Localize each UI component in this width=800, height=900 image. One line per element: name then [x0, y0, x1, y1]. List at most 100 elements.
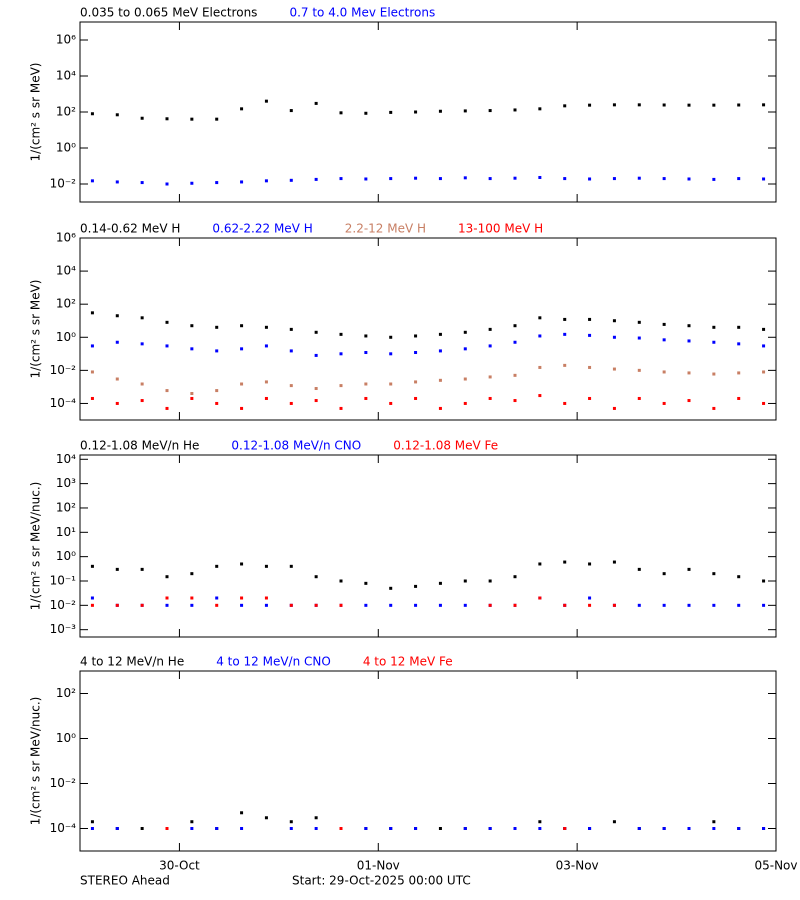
data-point [165, 117, 169, 121]
data-point [289, 827, 293, 830]
data-point [364, 334, 368, 338]
data-point [588, 317, 592, 321]
legend-label: 2.2-12 MeV H [345, 222, 426, 236]
data-point [314, 330, 318, 334]
data-point [588, 596, 592, 600]
data-point [339, 332, 343, 336]
data-point [339, 579, 343, 583]
data-point [240, 382, 244, 386]
data-point [438, 581, 442, 585]
data-point [190, 396, 194, 400]
data-point [364, 382, 368, 386]
data-point [538, 107, 542, 111]
data-point [140, 181, 144, 185]
data-point [190, 596, 194, 600]
data-point [563, 317, 567, 321]
data-point [240, 180, 244, 184]
x-tick-label: 03-Nov [556, 859, 599, 873]
data-point [414, 827, 418, 830]
data-point [364, 111, 368, 115]
data-point [662, 572, 666, 576]
plot-frame [79, 237, 777, 421]
data-point [339, 406, 343, 410]
data-point [637, 103, 641, 107]
data-point [389, 110, 393, 114]
y-tick-label: 10⁻⁴ [50, 396, 77, 410]
data-point [712, 177, 716, 181]
data-point [364, 396, 368, 400]
data-point [438, 109, 442, 113]
data-point [588, 177, 592, 181]
data-point [488, 603, 492, 607]
data-point [687, 567, 691, 571]
data-point [215, 117, 219, 121]
data-point [140, 316, 144, 320]
data-point [215, 564, 219, 568]
data-point [737, 177, 741, 181]
data-point [115, 567, 119, 571]
legend-label: 0.7 to 4.0 Mev Electrons [289, 6, 435, 20]
data-point [289, 603, 293, 607]
y-tick-label: 10⁴ [56, 264, 76, 278]
y-tick-label: 10⁰ [56, 141, 76, 155]
data-point [637, 827, 641, 830]
data-point [140, 382, 144, 386]
data-point [264, 816, 268, 820]
data-point [190, 324, 194, 328]
data-point [314, 177, 318, 181]
data-point [687, 324, 691, 328]
data-point [612, 367, 616, 371]
data-point [612, 335, 616, 339]
data-point [165, 182, 169, 186]
data-point [364, 177, 368, 181]
data-point [389, 382, 393, 386]
data-point [488, 827, 492, 830]
data-point [712, 820, 716, 824]
data-point [90, 603, 94, 607]
data-point [438, 177, 442, 181]
data-point [190, 820, 194, 824]
data-point [637, 320, 641, 324]
data-point [215, 603, 219, 607]
data-point [612, 820, 616, 824]
data-point [215, 325, 219, 329]
data-point [264, 325, 268, 329]
data-point [637, 567, 641, 571]
y-tick-label: 10³ [56, 476, 76, 490]
data-point [314, 399, 318, 403]
data-point [488, 396, 492, 400]
data-point [762, 344, 766, 348]
data-point [389, 352, 393, 356]
data-point [90, 564, 94, 568]
data-point [438, 332, 442, 336]
data-point [513, 108, 517, 112]
data-point [190, 117, 194, 121]
y-axis-label: 1/(cm² s sr MeV/nuc.) [29, 482, 43, 611]
data-point [513, 176, 517, 180]
data-point [215, 827, 219, 830]
data-point [389, 335, 393, 339]
data-point [140, 399, 144, 403]
footer-label: STEREO Ahead [80, 874, 170, 888]
data-point [513, 603, 517, 607]
data-point [712, 103, 716, 107]
y-tick-label: 10¹ [56, 525, 76, 539]
y-tick-label: 10⁰ [56, 731, 76, 745]
y-tick-label: 10² [56, 297, 76, 311]
data-point [662, 338, 666, 342]
data-point [414, 110, 418, 114]
plot-frame [79, 21, 777, 203]
data-point [762, 327, 766, 331]
data-point [762, 603, 766, 607]
data-point [737, 396, 741, 400]
data-point [463, 330, 467, 334]
legend-label: 4 to 12 MeV Fe [363, 655, 453, 669]
data-point [364, 581, 368, 585]
data-point [513, 324, 517, 328]
data-point [488, 579, 492, 583]
legend-label: 13-100 MeV H [458, 222, 543, 236]
y-axis-label: 1/(cm² s sr MeV/nuc.) [29, 697, 43, 826]
data-point [240, 827, 244, 830]
data-point [712, 572, 716, 576]
